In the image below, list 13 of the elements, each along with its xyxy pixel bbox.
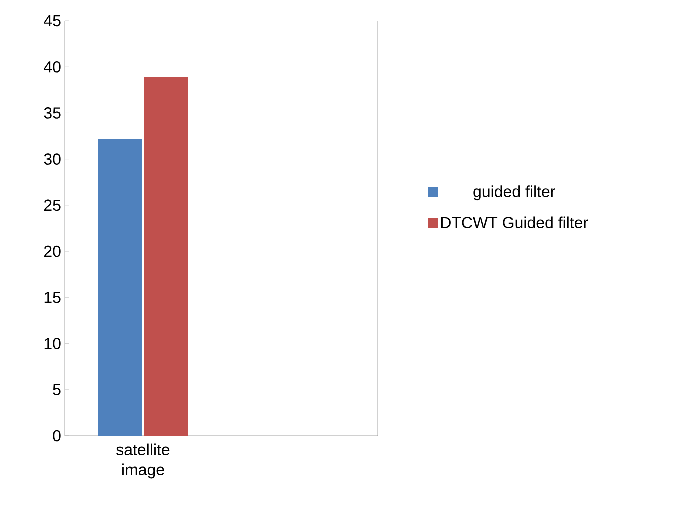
- y-tick-label: 45: [44, 15, 61, 27]
- y-tick-label: 30: [44, 154, 61, 165]
- x-tick-label: satellite image: [116, 444, 170, 479]
- y-tick-label: 35: [44, 108, 61, 119]
- y-tick-label: 20: [44, 246, 61, 258]
- y-tick-label: 40: [44, 61, 61, 73]
- y-tick-label: 25: [44, 200, 61, 212]
- y-tick-label: 5: [53, 384, 61, 396]
- y-tick-label: 10: [44, 338, 61, 350]
- legend-label: guided filter: [474, 186, 556, 201]
- y-tick-label: 0: [53, 430, 61, 442]
- y-tick-label: 15: [44, 292, 61, 304]
- legend-label: DTCWT Guided filter: [441, 216, 588, 228]
